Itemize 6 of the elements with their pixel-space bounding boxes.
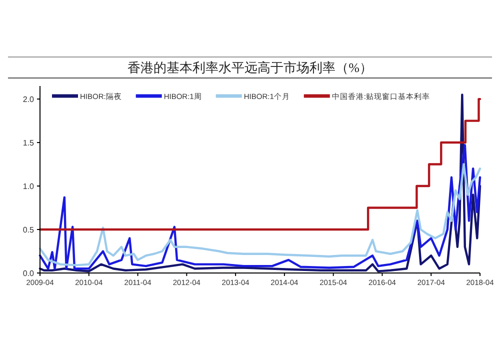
y-tick-label: 2.0 — [22, 95, 35, 104]
chart-title: 香港的基本利率水平远高于市场利率（%） — [128, 60, 372, 75]
y-tick-label: 1.5 — [22, 138, 35, 148]
y-tick-label: 1.0 — [22, 182, 35, 192]
y-tick-label: 0.0 — [22, 269, 35, 278]
y-tick-label: 0.5 — [22, 226, 35, 235]
